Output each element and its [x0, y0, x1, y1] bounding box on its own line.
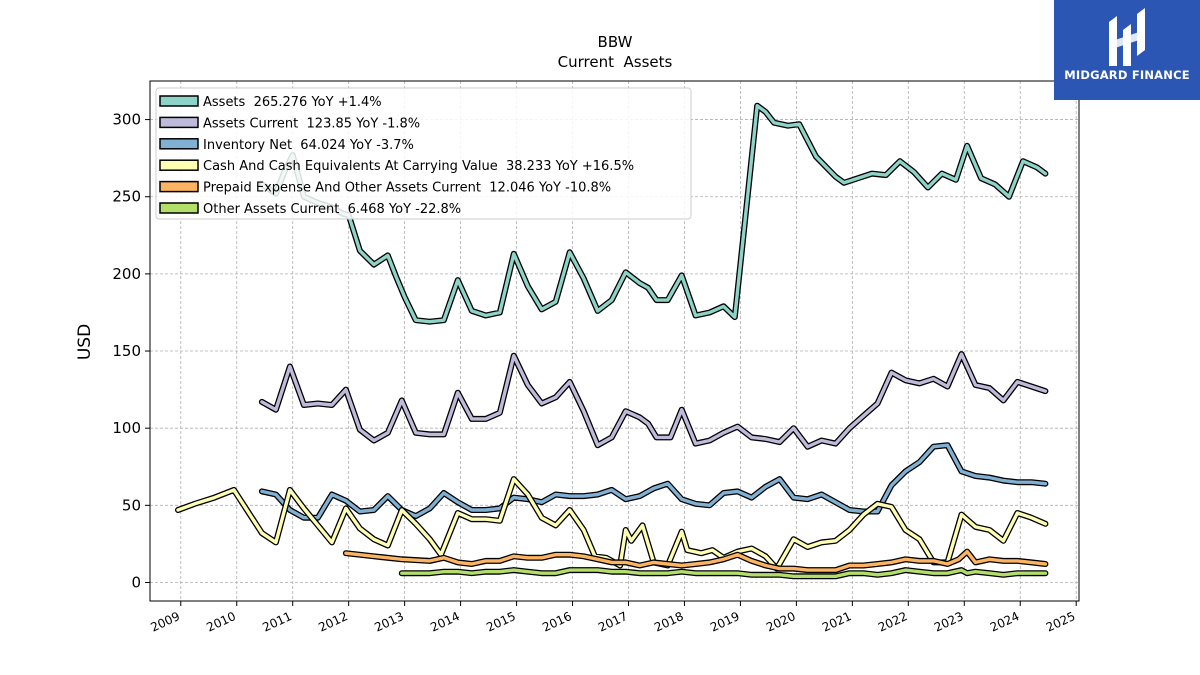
series-2	[258, 442, 1049, 521]
series-line	[344, 549, 1048, 572]
x-tick-label: 2023	[932, 609, 966, 635]
logo-mark-icon	[1109, 8, 1145, 66]
y-tick-label: 250	[112, 188, 141, 206]
logo-text: MIDGARD FINANCE	[1064, 68, 1190, 82]
y-tick-label: 100	[112, 419, 141, 437]
x-tick-label: 2017	[596, 609, 630, 635]
legend-swatch	[159, 116, 199, 129]
legend-swatch	[159, 159, 199, 171]
x-tick-label: 2018	[652, 609, 686, 635]
legend-swatch	[159, 202, 199, 214]
legend-label: Inventory Net 64.024 YoY -3.7%	[203, 138, 414, 153]
series-1	[258, 351, 1049, 450]
legend: Assets 265.276 YoY +1.4% Assets Current 1…	[155, 87, 692, 220]
y-tick-label: 50	[122, 496, 141, 514]
x-tick-label: 2024	[988, 609, 1022, 635]
plot-frame	[149, 80, 1080, 602]
brand-logo: MIDGARD FINANCE	[1054, 0, 1200, 100]
x-tick-label: 2022	[876, 609, 910, 635]
chart-title: BBW	[598, 33, 633, 51]
x-tick-label: 2012	[316, 609, 350, 635]
x-tick-label: 2010	[204, 609, 238, 635]
series-layer	[175, 102, 1049, 580]
x-tick-label: 2016	[540, 609, 574, 635]
x-tick-label: 2011	[260, 609, 294, 635]
series-4	[342, 548, 1049, 574]
x-tick-label: 2019	[708, 609, 742, 635]
legend-label: Prepaid Expense And Other Assets Current…	[203, 181, 611, 196]
series-line	[260, 443, 1048, 520]
legend-label: Assets Current 123.85 YoY -1.8%	[203, 116, 420, 131]
x-tick-label: 2025	[1044, 609, 1078, 635]
legend-label: Cash And Cash Equivalents At Carrying Va…	[203, 159, 634, 174]
legend-label: Other Assets Current 6.468 YoY -22.8%	[203, 202, 461, 217]
x-tick-label: 2020	[764, 609, 798, 635]
chart-subtitle: Current Assets	[558, 53, 673, 71]
series-line	[400, 568, 1048, 578]
series-line	[176, 477, 1048, 571]
series-3	[175, 476, 1049, 572]
x-tick-label: 2021	[820, 609, 854, 635]
series-line	[260, 352, 1048, 449]
x-tick-label: 2014	[428, 609, 462, 635]
legend-label: Assets 265.276 YoY +1.4%	[203, 95, 382, 110]
series-5	[398, 567, 1049, 580]
legend-swatch	[159, 95, 199, 107]
y-axis-label: USD	[75, 324, 95, 360]
x-tick-label: 2013	[372, 609, 406, 635]
legend-swatch	[159, 180, 199, 193]
y-tick-label: 300	[112, 111, 141, 129]
series-line	[260, 104, 1048, 324]
x-tick-label: 2015	[484, 609, 518, 635]
y-tick-label: 200	[112, 265, 141, 283]
legend-swatch	[159, 138, 199, 150]
y-tick-label: 0	[131, 573, 141, 591]
legend-box	[155, 87, 692, 220]
y-tick-label: 150	[112, 342, 141, 360]
series-0	[258, 102, 1049, 325]
x-tick-label: 2009	[148, 609, 182, 635]
